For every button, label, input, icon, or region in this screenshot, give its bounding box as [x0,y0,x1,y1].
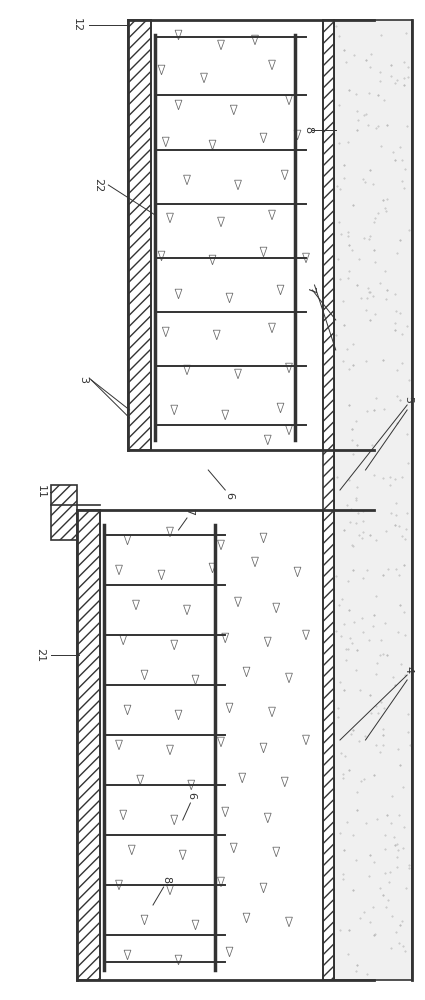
Bar [323,20,334,980]
Text: 3: 3 [78,376,88,383]
Text: 7: 7 [305,286,315,294]
Bar [128,20,151,450]
Text: 4: 4 [403,666,413,674]
Text: 12: 12 [71,18,82,32]
Text: 7: 7 [184,508,194,516]
Text: 11: 11 [35,485,45,499]
Text: 21: 21 [35,648,45,662]
Text: 5: 5 [403,396,413,403]
Text: 6: 6 [186,792,196,798]
Bar [51,485,76,540]
Text: 8: 8 [161,876,171,884]
Text: 8: 8 [303,126,313,134]
Bar [334,20,412,980]
Text: 22: 22 [93,178,103,192]
Text: 6: 6 [224,491,235,498]
Bar [76,510,100,980]
